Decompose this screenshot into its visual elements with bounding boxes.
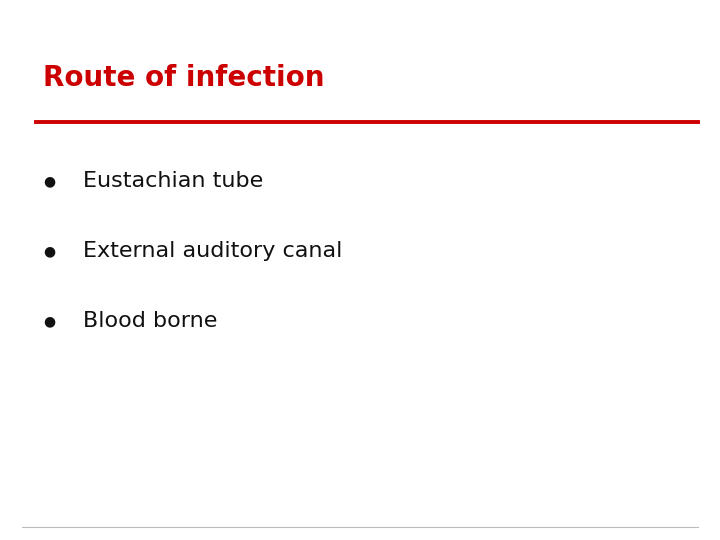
Text: ●: ●	[43, 314, 55, 328]
Text: ●: ●	[43, 244, 55, 258]
Text: ●: ●	[43, 174, 55, 188]
Text: Eustachian tube: Eustachian tube	[83, 171, 263, 191]
Text: External auditory canal: External auditory canal	[83, 241, 342, 261]
Text: Route of infection: Route of infection	[43, 64, 325, 92]
Text: Blood borne: Blood borne	[83, 311, 217, 332]
